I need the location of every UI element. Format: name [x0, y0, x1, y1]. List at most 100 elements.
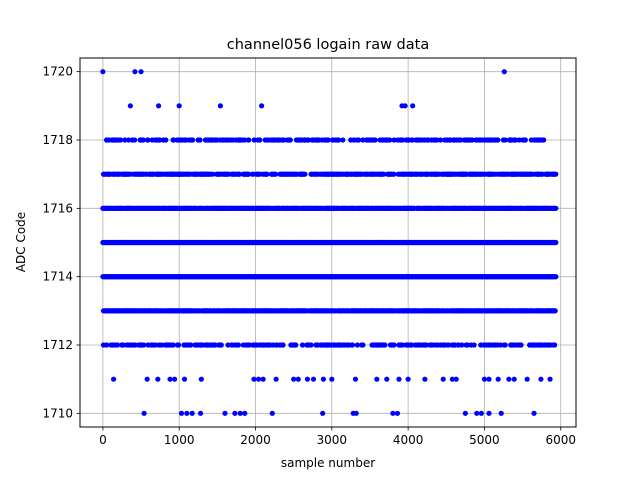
data-point — [235, 342, 242, 348]
data-point — [237, 410, 243, 416]
data-point — [127, 103, 133, 109]
data-point — [449, 376, 455, 382]
data-point — [541, 137, 547, 143]
y-tick-label: 1712 — [42, 338, 73, 352]
x-tick-label: 6000 — [545, 433, 576, 447]
data-point — [353, 410, 359, 416]
data-point — [273, 171, 279, 177]
data-point — [171, 137, 177, 143]
data-point — [437, 137, 444, 143]
data-point — [145, 137, 151, 143]
data-point — [464, 342, 470, 348]
data-point — [502, 137, 508, 143]
data-point — [354, 342, 361, 348]
data-point — [453, 376, 459, 382]
data-point — [524, 376, 530, 382]
y-tick-label: 1716 — [42, 201, 73, 215]
data-point — [310, 376, 317, 382]
data-point — [486, 410, 492, 416]
data-point — [320, 376, 327, 382]
data-point — [132, 137, 138, 143]
data-point — [538, 376, 544, 382]
data-point — [295, 376, 301, 382]
data-point — [445, 342, 452, 348]
data-point — [462, 410, 468, 416]
scatter-points — [100, 69, 559, 416]
data-point — [232, 410, 238, 416]
x-axis-ticks: 0 1000 2000 3000 4000 5000 6000 — [99, 427, 576, 447]
x-tick-label: 2000 — [240, 433, 271, 447]
data-point — [553, 239, 559, 246]
data-point — [391, 342, 397, 348]
data-point — [434, 137, 440, 143]
data-point — [181, 376, 188, 382]
data-point — [400, 342, 406, 348]
data-point — [264, 171, 270, 177]
data-point — [178, 410, 185, 416]
data-point — [372, 137, 378, 143]
data-point — [138, 69, 144, 75]
plot-area-frame — [79, 57, 577, 428]
data-point — [306, 137, 312, 143]
data-point — [210, 171, 216, 177]
data-point — [531, 410, 537, 416]
data-point — [391, 137, 397, 143]
x-tick-label: 5000 — [469, 433, 500, 447]
data-point — [246, 171, 252, 177]
data-point — [304, 376, 310, 382]
data-point — [422, 376, 428, 382]
data-point — [360, 342, 366, 348]
data-point — [125, 137, 132, 143]
data-point — [188, 342, 194, 348]
data-point — [374, 376, 380, 382]
data-point — [132, 342, 138, 348]
data-point — [502, 342, 508, 348]
data-point — [287, 137, 293, 143]
data-point — [498, 410, 504, 416]
data-point — [553, 171, 559, 177]
data-point — [120, 342, 126, 348]
data-point — [269, 410, 275, 416]
data-point — [222, 410, 228, 416]
data-point — [175, 342, 182, 348]
data-point — [291, 376, 297, 382]
data-point — [184, 410, 190, 416]
data-point — [356, 137, 362, 143]
data-point — [390, 410, 396, 416]
data-point — [481, 376, 488, 382]
data-point — [440, 376, 446, 382]
data-point — [242, 410, 248, 416]
data-point — [144, 376, 150, 382]
data-point — [360, 137, 366, 143]
data-point — [132, 69, 138, 75]
y-axis-ticks: 1710 1712 1714 1716 1718 1720 — [42, 65, 80, 420]
data-point — [103, 342, 110, 348]
data-point — [497, 342, 503, 348]
data-point — [100, 69, 106, 75]
data-point — [155, 376, 161, 382]
data-point — [225, 342, 231, 348]
data-point — [237, 171, 243, 177]
data-point — [384, 376, 390, 382]
data-point — [299, 342, 306, 348]
y-tick-label: 1714 — [42, 270, 73, 284]
data-point — [410, 103, 416, 109]
data-point — [518, 342, 524, 348]
data-point — [501, 69, 507, 75]
data-point — [495, 137, 501, 143]
y-tick-label: 1718 — [42, 133, 73, 147]
data-point — [402, 103, 408, 109]
data-point — [516, 137, 522, 143]
data-point — [409, 342, 415, 348]
data-point — [409, 137, 415, 143]
data-point — [320, 410, 326, 416]
x-tick-label: 1000 — [164, 433, 195, 447]
data-point — [114, 342, 121, 348]
data-point — [553, 274, 559, 280]
data-point — [110, 376, 117, 382]
data-point — [394, 410, 401, 416]
data-point — [158, 342, 165, 348]
data-point — [335, 137, 342, 143]
data-point — [478, 410, 484, 416]
